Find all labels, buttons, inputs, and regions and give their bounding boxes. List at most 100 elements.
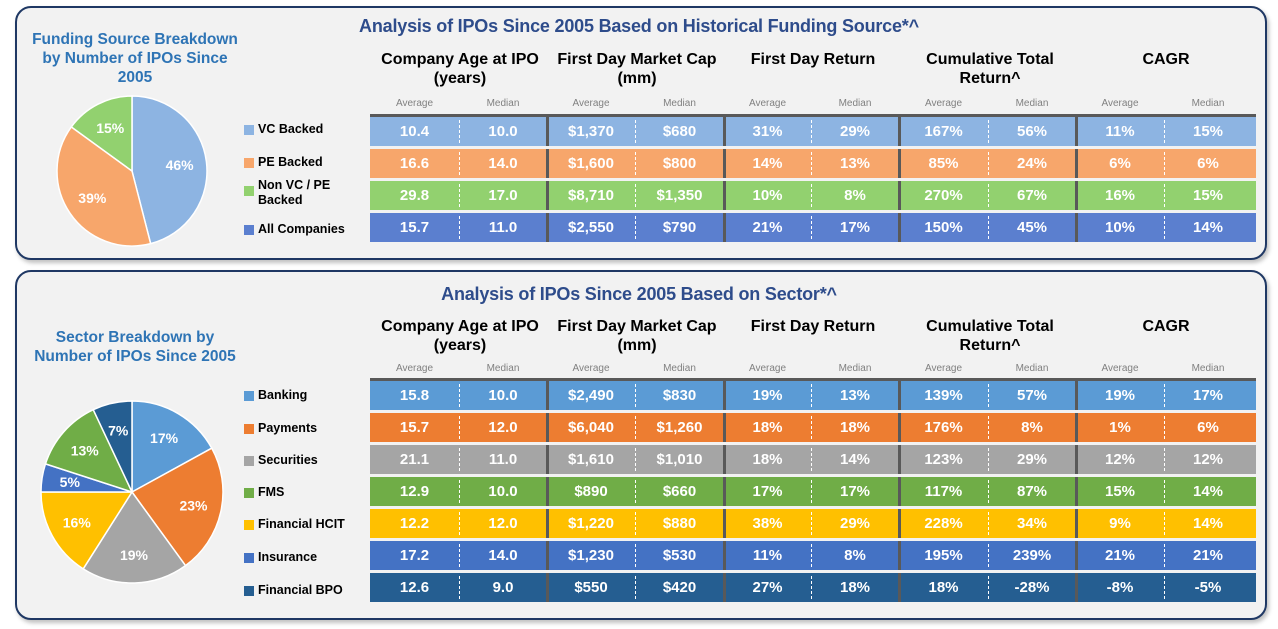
value-cell: 11.0	[488, 219, 518, 236]
value-cell: 228%	[924, 515, 963, 532]
cell-divider	[1164, 184, 1165, 207]
legend-label: All Companies	[258, 222, 345, 236]
cell-divider	[459, 184, 460, 207]
cell-divider	[459, 416, 460, 439]
cell-divider	[811, 152, 812, 175]
value-cell: 21%	[752, 219, 783, 236]
value-cell: 270%	[924, 187, 963, 204]
cell-divider	[811, 416, 812, 439]
value-cell: 8%	[844, 187, 866, 204]
average-subheader: Average	[395, 363, 434, 374]
group-divider	[546, 573, 549, 602]
cell-divider	[811, 544, 812, 567]
group-divider	[1075, 413, 1078, 442]
cell-divider	[988, 184, 989, 207]
group-divider	[898, 477, 901, 506]
table-row: 21.1 11.0 $1,610 $1,010 18% 14% 123% 29% 12% 12%	[370, 445, 1256, 474]
value-cell: 27%	[752, 579, 783, 596]
value-cell: 17.2	[399, 547, 430, 564]
cell-divider	[635, 480, 636, 503]
value-cell: -8%	[1106, 579, 1134, 596]
value-cell: 14.0	[488, 155, 518, 172]
pie-slice	[131, 400, 213, 494]
value-cell: 6%	[1109, 155, 1131, 172]
value-cell: $880	[662, 515, 697, 532]
median-subheader: Median	[1191, 98, 1225, 109]
column-header: Cumulative Total Return^	[926, 51, 1054, 87]
cell-divider	[1164, 576, 1165, 599]
group-divider	[723, 573, 726, 602]
pie-slice-label: 19%	[120, 547, 149, 563]
group-divider	[898, 541, 901, 570]
column-header: First Day Return	[750, 318, 876, 335]
group-divider	[546, 213, 549, 242]
group-divider	[1075, 213, 1078, 242]
value-cell: 117%	[924, 483, 963, 500]
cell-divider	[635, 512, 636, 535]
group-divider	[723, 413, 726, 442]
group-divider	[898, 573, 901, 602]
group-divider	[723, 509, 726, 538]
sector-section-title: Analysis of IPOs Since 2005 Based on Sec…	[441, 284, 837, 304]
table-row: 17.2 14.0 $1,230 $530 11% 8% 195% 239% 21% 21%	[370, 541, 1256, 570]
cell-divider	[635, 152, 636, 175]
value-cell: $550	[574, 579, 608, 596]
funding-pie-title: Funding Source Breakdown by Number of IP…	[32, 31, 238, 86]
value-cell: 21%	[1192, 547, 1224, 564]
legend-swatch	[244, 586, 254, 596]
value-cell: 14%	[1192, 515, 1224, 532]
value-cell: 12.6	[399, 579, 430, 596]
value-cell: $8,710	[568, 187, 614, 204]
value-cell: 10.0	[488, 483, 518, 500]
value-cell: 6%	[1197, 155, 1219, 172]
cell-divider	[988, 544, 989, 567]
group-divider	[546, 509, 549, 538]
legend-swatch	[244, 488, 254, 498]
value-cell: $680	[662, 123, 697, 140]
value-cell: 14%	[839, 451, 871, 468]
value-cell: 11%	[752, 547, 783, 564]
median-subheader: Median	[486, 98, 520, 109]
group-divider	[898, 413, 901, 442]
legend-swatch	[244, 225, 254, 235]
value-cell: 150%	[924, 219, 963, 236]
group-divider	[898, 213, 901, 242]
value-cell: 17%	[839, 219, 871, 236]
value-cell: 57%	[1016, 387, 1048, 404]
pie-slice-label: 15%	[96, 120, 125, 136]
value-cell: 14%	[752, 155, 783, 172]
value-cell: 11%	[1105, 123, 1135, 140]
value-cell: 29%	[839, 515, 871, 532]
legend-label: PE Backed	[258, 155, 323, 169]
group-divider	[546, 149, 549, 178]
value-cell: 29%	[839, 123, 871, 140]
legend-label: VC Backed	[258, 122, 324, 136]
pie-slice	[82, 490, 187, 584]
value-cell: 6%	[1197, 419, 1219, 436]
value-cell: 15.8	[399, 387, 430, 404]
pie-slice	[130, 447, 224, 567]
cell-divider	[635, 120, 636, 143]
value-cell: 56%	[1016, 123, 1048, 140]
group-divider	[898, 509, 901, 538]
cell-divider	[459, 120, 460, 143]
legend-swatch	[244, 424, 254, 434]
legend-label: Securities	[258, 453, 318, 467]
pie-slice	[131, 95, 208, 245]
group-divider	[723, 541, 726, 570]
value-cell: $420	[662, 579, 697, 596]
value-cell: 12.2	[399, 515, 430, 532]
column-header: CAGR	[1142, 318, 1190, 335]
value-cell: $1,370	[568, 123, 614, 140]
group-divider	[898, 181, 901, 210]
value-cell: $2,490	[568, 387, 614, 404]
cell-divider	[459, 576, 460, 599]
value-cell: 10%	[1104, 219, 1136, 236]
group-divider	[723, 213, 726, 242]
value-cell: 17%	[839, 483, 871, 500]
table-row: 10.4 10.0 $1,370 $680 31% 29% 167% 56% 11% 15%	[370, 117, 1256, 146]
cell-divider	[635, 384, 636, 407]
value-cell: 16.6	[399, 155, 430, 172]
average-subheader: Average	[748, 363, 787, 374]
value-cell: 12%	[1104, 451, 1136, 468]
